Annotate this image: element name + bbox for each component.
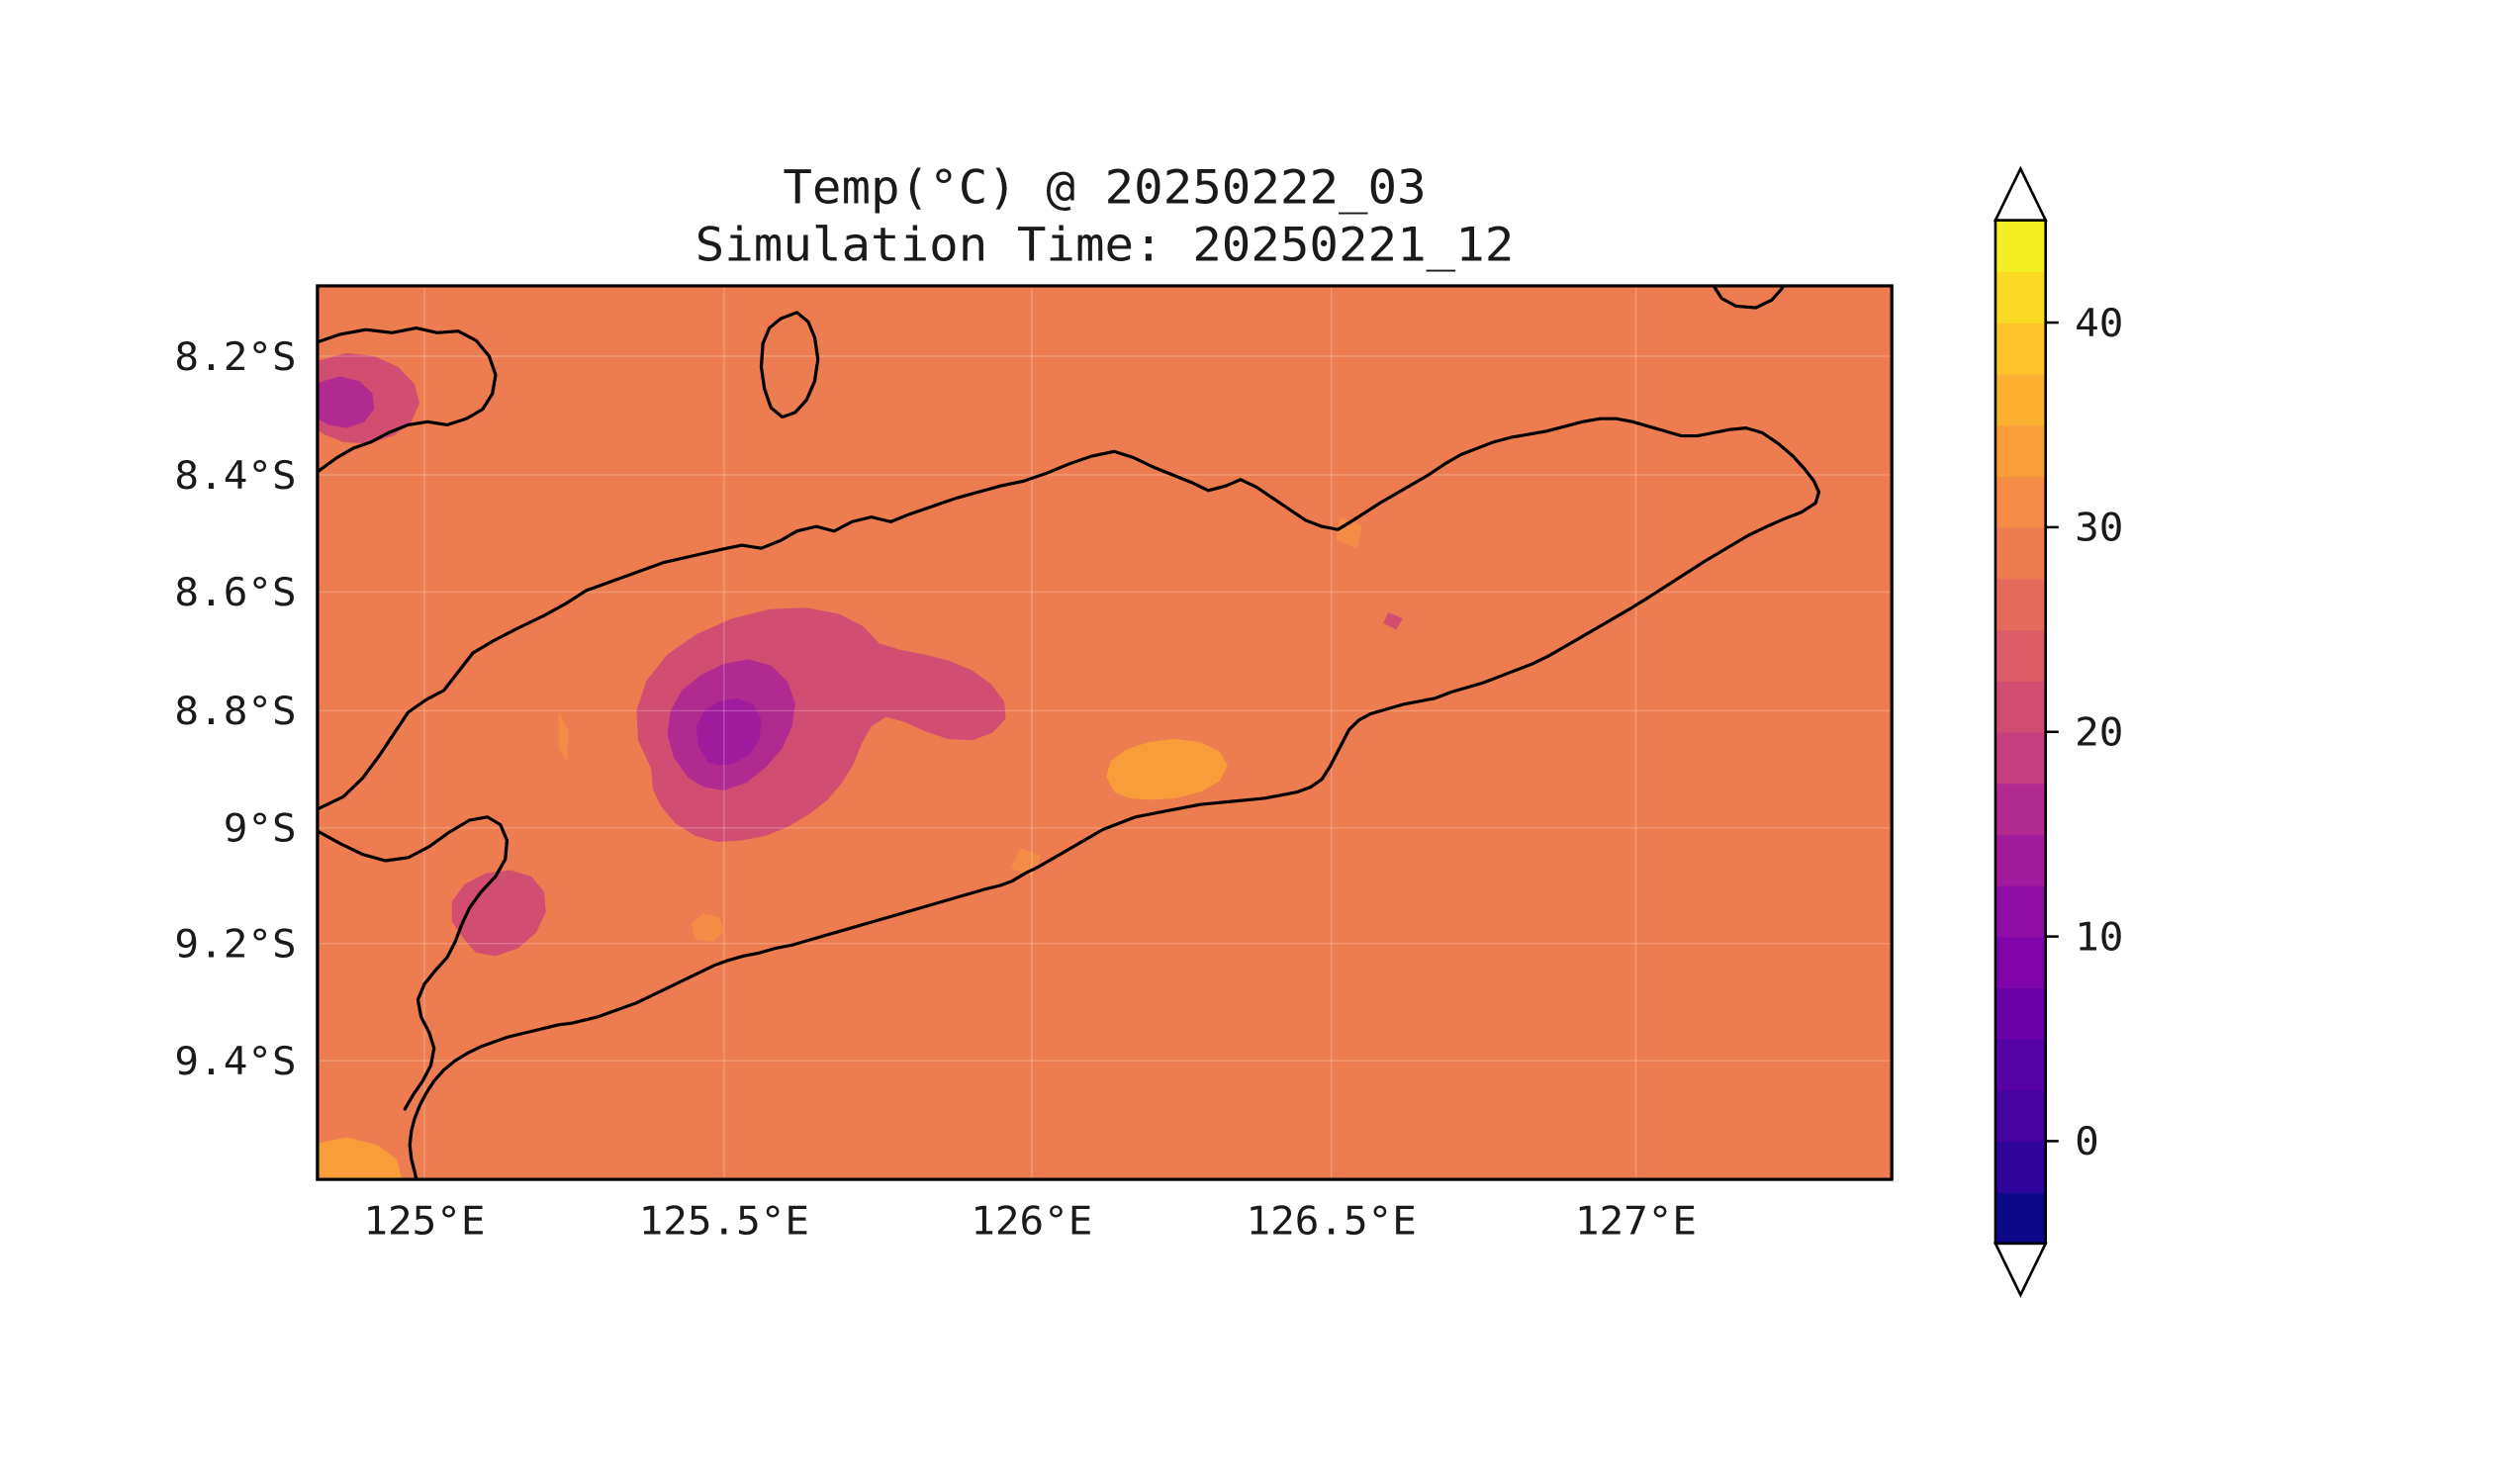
colorbar-band <box>1994 578 2046 631</box>
coastline-wetar-fragment <box>1712 285 1786 310</box>
x-tick-label: 127°E <box>1575 1199 1697 1244</box>
colorbar-under-arrow <box>1993 1242 2048 1298</box>
colorbar-ticks: 40 30 20 10 0 <box>2045 302 2123 1164</box>
plot-frame <box>316 284 1894 1181</box>
contour-patch-central-cool-core <box>696 697 762 766</box>
colorbar-band <box>1994 1039 2046 1091</box>
x-tick-label: 125.5°E <box>639 1199 809 1244</box>
colorbar-tick-label: 30 <box>2075 506 2123 550</box>
y-tick-label: 8.8°S <box>174 690 296 734</box>
colorbar-band <box>1994 1192 2046 1245</box>
colorbar-band <box>1994 1089 2046 1143</box>
x-axis: 125°E 125.5°E 126°E 126.5°E 127°E <box>363 1199 1697 1244</box>
x-tick-label: 125°E <box>363 1199 485 1244</box>
colorbar-band <box>1994 476 2046 528</box>
y-axis: 8.2°S 8.4°S 8.6°S 8.8°S 9°S 9.2°S 9.4°S <box>174 334 296 1083</box>
colorbar-band <box>1994 373 2046 426</box>
contour-patch-warm-corner <box>317 1137 403 1180</box>
y-tick-label: 9.2°S <box>174 922 296 967</box>
chart-subtitle: Simulation Time: 20250221_12 <box>696 218 1515 272</box>
colorbar-tick-label: 20 <box>2075 710 2123 755</box>
colorbar-band <box>1994 323 2046 375</box>
colorbar-bands <box>1994 220 2046 1245</box>
coastlines <box>317 285 1821 1180</box>
coastline-southwest-inlet <box>317 815 510 1111</box>
contour-patch-warm-south-spot <box>692 913 724 943</box>
colorbar-band <box>1994 1141 2046 1193</box>
contour-patch-warm-blob <box>1106 738 1228 800</box>
map-panel <box>317 285 1893 1180</box>
colorbar-band <box>1994 987 2046 1040</box>
chart-title: Temp(°C) @ 20250222_03 <box>783 160 1426 215</box>
contour-patch-warm-sliver-west <box>558 712 569 761</box>
colorbar-tick-label: 10 <box>2075 915 2123 960</box>
temperature-field-background <box>317 285 1893 1180</box>
x-tick-label: 126.5°E <box>1247 1199 1417 1244</box>
colorbar-tick-label: 40 <box>2075 302 2123 346</box>
colorbar-band <box>1994 681 2046 733</box>
colorbar-band <box>1994 629 2046 682</box>
colorbar-band <box>1994 884 2046 938</box>
colorbar-band <box>1994 271 2046 324</box>
colorbar-band <box>1994 731 2046 785</box>
contour-patch-northwest-cool-inner <box>317 376 375 428</box>
colorbar-band <box>1994 834 2046 886</box>
y-tick-label: 8.6°S <box>174 571 296 615</box>
contour-patch-southwest-cool <box>451 870 546 957</box>
coastline-timor-main <box>317 417 1821 1180</box>
colorbar-tick-label: 0 <box>2075 1120 2099 1164</box>
colorbar-band <box>1994 783 2046 835</box>
y-tick-label: 8.2°S <box>174 334 296 379</box>
colorbar-band <box>1994 220 2046 273</box>
colorbar-band <box>1994 936 2046 989</box>
x-tick-label: 126°E <box>971 1199 1092 1244</box>
coastline-atauro-island <box>759 311 820 419</box>
coastline-northwest-headland <box>317 326 498 474</box>
y-tick-label: 8.4°S <box>174 453 296 498</box>
colorbar-band <box>1994 424 2046 477</box>
colorbar-over-arrow <box>1993 165 2048 222</box>
colorbar: 40 30 20 10 0 <box>1993 165 2123 1298</box>
y-tick-label: 9.4°S <box>174 1040 296 1084</box>
contour-patch-cool-dot-east <box>1383 611 1403 630</box>
y-tick-label: 9°S <box>224 806 297 851</box>
colorbar-band <box>1994 526 2046 580</box>
